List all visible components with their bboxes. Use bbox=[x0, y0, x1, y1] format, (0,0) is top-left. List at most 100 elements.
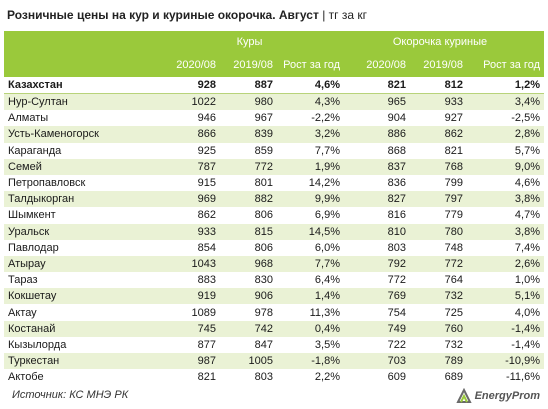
value-cell: 877 bbox=[197, 338, 216, 351]
header-col: Рост за год bbox=[283, 58, 340, 71]
region-cell: Павлодар bbox=[8, 241, 59, 254]
value-cell: 754 bbox=[387, 306, 406, 319]
value-cell: 821 bbox=[387, 79, 406, 91]
logo-text: EnergyProm bbox=[474, 390, 540, 402]
value-cell: 839 bbox=[254, 128, 273, 141]
value-cell: 609 bbox=[387, 371, 406, 384]
table-row-total: Казахстан 928 887 4,6% 821 812 1,2% bbox=[4, 77, 544, 94]
value-cell: 1089 bbox=[191, 306, 216, 319]
value-cell: 797 bbox=[444, 193, 463, 206]
value-cell: 689 bbox=[444, 371, 463, 384]
value-cell: 915 bbox=[197, 177, 216, 190]
value-cell: 3,4% bbox=[514, 96, 540, 109]
value-cell: 980 bbox=[254, 96, 273, 109]
header-col: 2020/08 bbox=[176, 58, 216, 71]
region-cell: Костанай bbox=[8, 322, 56, 335]
value-cell: 803 bbox=[254, 371, 273, 384]
value-cell: 821 bbox=[197, 371, 216, 384]
value-cell: 969 bbox=[197, 193, 216, 206]
value-cell: 779 bbox=[444, 209, 463, 222]
value-cell: -1,8% bbox=[311, 355, 340, 368]
value-cell: 7,4% bbox=[514, 241, 540, 254]
value-cell: 787 bbox=[197, 160, 216, 173]
value-cell: 968 bbox=[254, 257, 273, 270]
value-cell: 978 bbox=[254, 306, 273, 319]
value-cell: 812 bbox=[444, 79, 463, 91]
value-cell: 886 bbox=[387, 128, 406, 141]
value-cell: 868 bbox=[387, 144, 406, 157]
value-cell: 810 bbox=[387, 225, 406, 238]
region-cell: Кызылорда bbox=[8, 338, 67, 351]
table-row: Костанай 745 742 0,4% 749 760 -1,4% bbox=[4, 320, 544, 337]
value-cell: 3,8% bbox=[514, 193, 540, 206]
value-cell: 748 bbox=[444, 241, 463, 254]
region-cell: Шымкент bbox=[8, 209, 56, 222]
header-group-row: Куры Окорочка куриные bbox=[4, 31, 544, 52]
value-cell: -2,2% bbox=[311, 112, 340, 125]
value-cell: 732 bbox=[444, 290, 463, 303]
table-body: Казахстан 928 887 4,6% 821 812 1,2% Нур-Султан 1… bbox=[4, 77, 544, 386]
title-unit: | тг за кг bbox=[318, 8, 367, 22]
value-cell: 6,0% bbox=[314, 241, 340, 254]
value-cell: 4,6% bbox=[314, 79, 340, 91]
table-row: Петропавловск 915 801 14,2% 836 799 4,6% bbox=[4, 174, 544, 192]
value-cell: 854 bbox=[197, 241, 216, 254]
value-cell: 3,2% bbox=[314, 128, 340, 141]
table-row: Алматы 946 967 -2,2% 904 927 -2,5% bbox=[4, 110, 544, 127]
value-cell: 816 bbox=[387, 209, 406, 222]
value-cell: 946 bbox=[197, 112, 216, 125]
value-cell: 821 bbox=[444, 144, 463, 157]
price-table: Куры Окорочка куриные 2020/08 2019/08 Ро… bbox=[4, 31, 544, 386]
table-row: Актобе 821 803 2,2% 609 689 -11,6% bbox=[4, 369, 544, 386]
value-cell: 703 bbox=[387, 355, 406, 368]
table-row: Шымкент 862 806 6,9% 816 779 4,7% bbox=[4, 207, 544, 224]
value-cell: 789 bbox=[444, 355, 463, 368]
value-cell: 806 bbox=[254, 209, 273, 222]
value-cell: 749 bbox=[387, 322, 406, 335]
value-cell: 9,0% bbox=[514, 160, 540, 173]
value-cell: 760 bbox=[444, 322, 463, 335]
value-cell: 742 bbox=[254, 322, 273, 335]
logo-mark-icon bbox=[455, 388, 472, 403]
value-cell: 7,7% bbox=[314, 257, 340, 270]
value-cell: 859 bbox=[254, 144, 273, 157]
value-cell: 815 bbox=[254, 225, 273, 238]
table-row: Актау 1089 978 11,3% 754 725 4,0% bbox=[4, 304, 544, 321]
value-cell: 919 bbox=[197, 290, 216, 303]
value-cell: 965 bbox=[387, 96, 406, 109]
table-row: Уральск 933 815 14,5% 810 780 3,8% bbox=[4, 223, 544, 240]
value-cell: 5,7% bbox=[514, 144, 540, 157]
value-cell: 1,9% bbox=[314, 160, 340, 173]
value-cell: 722 bbox=[387, 338, 406, 351]
value-cell: 928 bbox=[197, 79, 216, 91]
region-cell: Уральск bbox=[8, 225, 50, 238]
table-row: Нур-Султан 1022 980 4,3% 965 933 3,4% bbox=[4, 94, 544, 111]
table-title: Розничные цены на кур и куриные окорочка… bbox=[0, 0, 548, 31]
region-cell: Актобе bbox=[8, 371, 44, 384]
header-group-legs: Окорочка куриные bbox=[392, 35, 488, 48]
value-cell: 772 bbox=[254, 160, 273, 173]
value-cell: 11,3% bbox=[309, 306, 340, 319]
region-cell: Талдыкорган bbox=[8, 193, 75, 206]
value-cell: 772 bbox=[387, 274, 406, 287]
table-row: Усть-Каменогорск 866 839 3,2% 886 862 2,8% bbox=[4, 126, 544, 143]
value-cell: 745 bbox=[197, 322, 216, 335]
title-main: Розничные цены на кур и куриные окорочка… bbox=[7, 8, 319, 22]
value-cell: 862 bbox=[197, 209, 216, 222]
value-cell: 14,2% bbox=[308, 177, 340, 190]
value-cell: 792 bbox=[387, 257, 406, 270]
value-cell: 827 bbox=[387, 193, 406, 206]
source-note: Источник: КС МНЭ РК bbox=[12, 389, 129, 401]
header-col: Рост за год bbox=[483, 58, 540, 71]
value-cell: 2,2% bbox=[314, 371, 340, 384]
value-cell: 933 bbox=[444, 96, 463, 109]
value-cell: 4,0% bbox=[514, 306, 540, 319]
table-row: Кокшетау 919 906 1,4% 769 732 5,1% bbox=[4, 288, 544, 305]
value-cell: 6,9% bbox=[314, 209, 340, 222]
value-cell: 967 bbox=[254, 112, 273, 125]
value-cell: 933 bbox=[197, 225, 216, 238]
region-cell: Туркестан bbox=[8, 355, 60, 368]
table-row: Кызылорда 877 847 3,5% 722 732 -1,4% bbox=[4, 336, 544, 353]
value-cell: 769 bbox=[387, 290, 406, 303]
table-row: Караганда 925 859 7,7% 868 821 5,7% bbox=[4, 142, 544, 159]
